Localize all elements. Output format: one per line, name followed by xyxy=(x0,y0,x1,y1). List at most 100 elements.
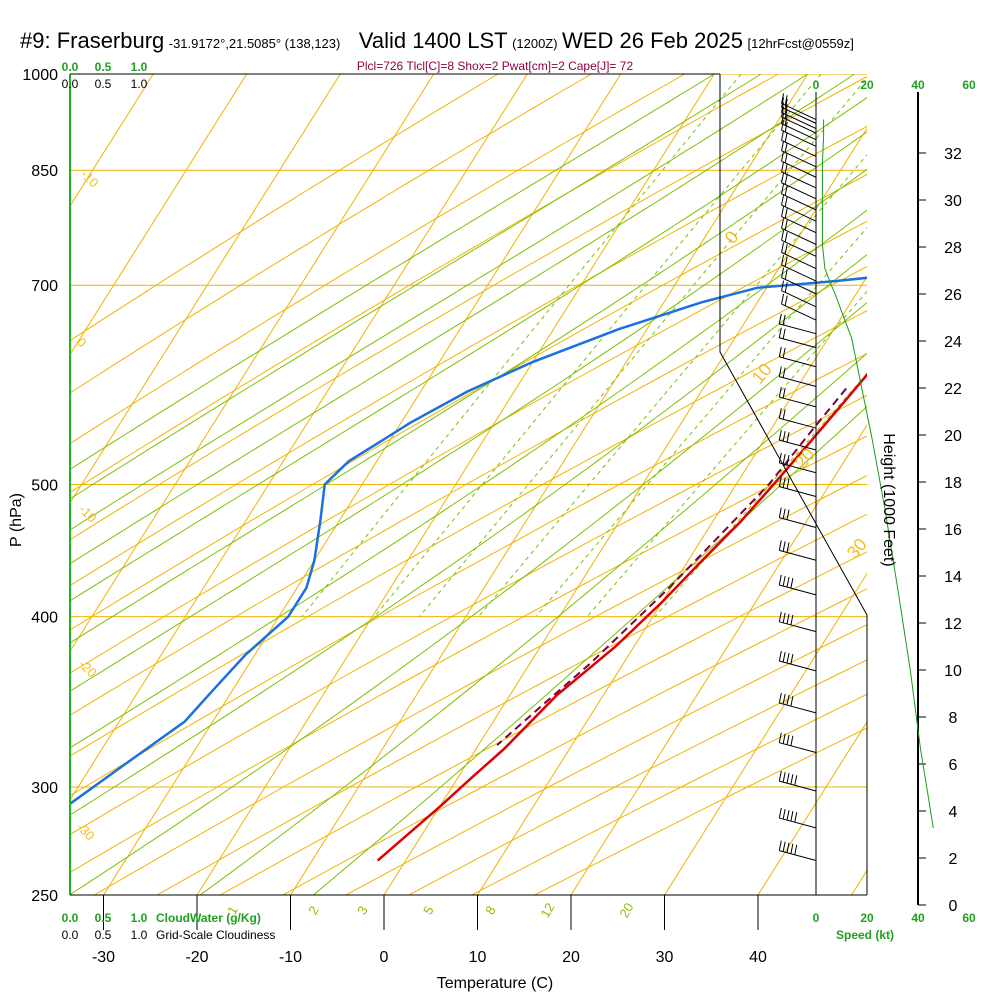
wind-barb-flag xyxy=(781,267,785,278)
station-name: #9: Fraserburg xyxy=(20,28,165,53)
wind-barb-flag xyxy=(786,576,790,588)
wind-barb xyxy=(778,611,817,633)
wind-barb-flag xyxy=(778,574,782,586)
profile-layer xyxy=(70,276,867,862)
height-tick-label: 6 xyxy=(949,757,958,774)
wind-barb-staff xyxy=(779,702,817,714)
wind-barb xyxy=(778,771,817,792)
height-tick-label: 18 xyxy=(944,475,962,492)
wind-barb-staff xyxy=(781,252,817,270)
wind-barb xyxy=(778,430,817,451)
wind-barb-flag xyxy=(778,650,782,662)
x-tick-label: 40 xyxy=(749,949,767,966)
wind-barb-staff xyxy=(779,337,817,349)
wind-barb xyxy=(778,807,817,829)
mixing-ratio-line xyxy=(586,290,867,618)
wind-barb xyxy=(778,840,817,861)
moist-adiabat-line xyxy=(70,74,715,471)
wind-barb-flag xyxy=(790,811,794,822)
isotherm-line xyxy=(851,869,867,895)
pressure-tick-label: 1000 xyxy=(22,67,58,84)
wind-barb-flag xyxy=(784,231,788,243)
wind-barb xyxy=(778,507,817,528)
wind-barb xyxy=(781,172,817,200)
wind-barb-flag xyxy=(784,269,788,280)
speed-bottom-tick: 40 xyxy=(911,911,925,925)
wind-barb xyxy=(778,386,817,408)
isotherm-line xyxy=(70,74,528,801)
valid-date: WED 26 Feb 2025 xyxy=(562,28,744,53)
wind-barb-flag xyxy=(781,130,785,141)
x-tick-label: 10 xyxy=(469,949,487,966)
wind-barb-flag xyxy=(778,771,782,782)
wind-barb-flag xyxy=(786,613,790,624)
wind-barb-flag xyxy=(781,151,785,162)
isotherm-line xyxy=(664,572,867,895)
wind-barb-flag xyxy=(784,108,788,119)
speed-bottom-tick: 60 xyxy=(962,911,976,925)
wind-barb xyxy=(778,346,817,368)
isotherm-label: 10 xyxy=(748,359,776,387)
height-tick-label: 8 xyxy=(949,710,958,727)
wind-barb-flag xyxy=(781,161,785,172)
wind-barb xyxy=(781,183,817,211)
mixing-ratio-line xyxy=(478,154,867,618)
wind-barb-flag xyxy=(782,367,786,378)
dry-adiabat-line xyxy=(70,74,686,445)
isotherm-line xyxy=(70,74,248,356)
wind-barb-staff xyxy=(779,621,817,633)
wind-barb-flag xyxy=(778,408,782,419)
wind-barb-flag xyxy=(784,132,788,143)
wind-barb-flag xyxy=(786,842,790,853)
isotherm-line xyxy=(70,74,435,653)
x-tick-label: -20 xyxy=(185,949,208,966)
wind-barb-flag xyxy=(786,695,790,706)
wind-barb xyxy=(781,242,817,270)
isotherm-line xyxy=(757,721,867,895)
wind-speed-line xyxy=(821,119,934,828)
dry-adiabat-line xyxy=(70,394,867,836)
wind-barb-flag xyxy=(782,409,786,420)
wind-barb-flag xyxy=(782,612,786,623)
dry-adiabat-line xyxy=(70,74,779,493)
height-tick-label: 24 xyxy=(944,334,962,351)
wind-barb-flag xyxy=(784,256,788,267)
dry-adiabat-line xyxy=(70,125,867,587)
mixing-ratio-label: 5 xyxy=(420,903,437,917)
wind-barb-flag xyxy=(778,540,782,551)
wind-barb-staff xyxy=(779,850,817,861)
wind-barb-flag xyxy=(781,230,785,241)
wind-barb-flag xyxy=(781,280,785,291)
height-tick-label: 22 xyxy=(944,381,962,398)
isotherm-line xyxy=(290,74,809,895)
height-tick-label: 26 xyxy=(944,287,962,304)
height-axis-label: Height (1000 Feet) xyxy=(880,433,897,566)
wind-barb-flag xyxy=(781,140,785,151)
dry-adiabat-line xyxy=(219,551,867,895)
dry-adiabat-line xyxy=(345,624,867,895)
moist-adiabat-line xyxy=(312,405,867,895)
pressure-tick-label: 500 xyxy=(31,478,58,495)
dry-adiabat-line xyxy=(70,310,867,757)
isotherm-line xyxy=(570,424,867,895)
wind-barb-flag xyxy=(781,172,785,183)
height-tick-label: 32 xyxy=(944,146,962,163)
wind-barb-flag xyxy=(790,696,794,707)
mixing-ratio-line xyxy=(301,74,742,618)
wind-barb-flag xyxy=(781,102,785,113)
wind-barb-flag xyxy=(786,454,790,466)
wind-barb-flag xyxy=(778,611,782,622)
wind-barb xyxy=(778,408,817,429)
mixing-ratio-line xyxy=(374,74,822,618)
wind-barb-flag xyxy=(782,808,786,820)
dry-adiabat-line xyxy=(70,435,867,873)
wind-barb-flag xyxy=(786,773,790,784)
height-tick-label: 0 xyxy=(949,898,958,915)
wind-barb-flag xyxy=(786,734,790,745)
wind-barb-flag xyxy=(784,98,788,110)
wind-barb xyxy=(781,230,817,257)
wind-barb-flag xyxy=(784,104,788,115)
x-tick-label: 20 xyxy=(562,949,580,966)
pressure-tick-label: 850 xyxy=(31,163,58,180)
